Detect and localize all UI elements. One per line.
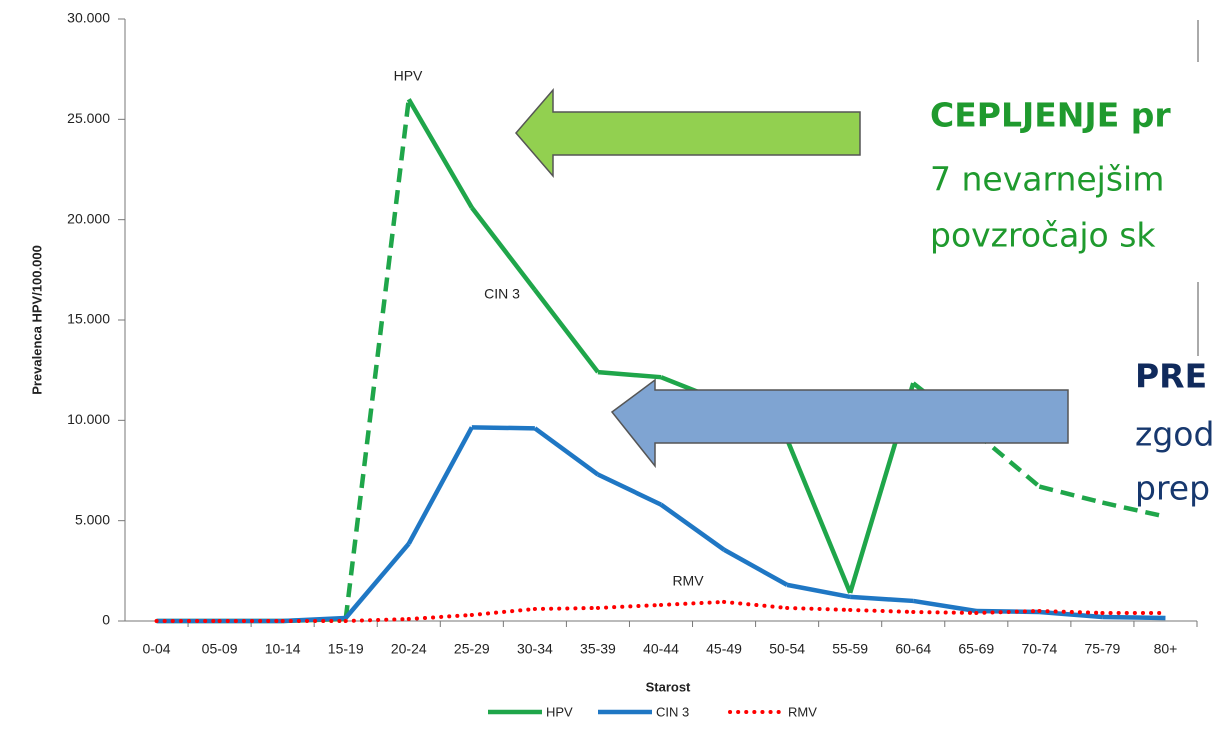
y-tick-label: 5.000 [75,511,110,527]
series-segment [469,606,537,617]
series-segment [470,206,537,292]
series-segment [912,598,977,614]
x-tick-label: 75-79 [1085,641,1121,657]
y-tick-label: 0 [102,612,110,628]
overlay-text: 7 nevarnejšim [930,160,1164,199]
annotation: HPV [394,68,423,84]
legend-label: RMV [788,704,817,719]
blue-arrow [610,378,1069,469]
series-segment [533,288,600,374]
x-tick-label: 0-04 [143,641,171,657]
x-tick-label: 60-64 [895,641,931,657]
x-axis-label: Starost [646,679,691,694]
x-tick-label: 40-44 [643,641,679,657]
series-segment [1038,484,1103,505]
series-segment [850,594,914,604]
series-segment [597,369,662,380]
series-segment [659,502,726,552]
series-segment [1037,608,1105,615]
series-segment [343,542,411,620]
series-segment [848,607,916,614]
series-segment [406,98,474,209]
overlay-text: CEPLJENJE pr [930,96,1171,135]
x-tick-label: 30-34 [517,641,553,657]
x-tick-label: 55-59 [832,641,868,657]
y-tick-label: 15.000 [67,311,110,327]
x-tick-label: 70-74 [1021,641,1057,657]
y-tick-label: 10.000 [67,411,110,427]
x-tick-label: 10-14 [265,641,301,657]
series-segment [785,438,853,594]
x-tick-label: 50-54 [769,641,805,657]
annotation: RMV [672,573,704,589]
series-segment [1102,614,1166,621]
y-tick-label: 30.000 [67,10,110,26]
legend-label: CIN 3 [656,704,689,719]
series-segment [659,599,727,607]
series-segment [533,426,600,477]
green-arrow [515,87,861,179]
series-segment [911,609,979,615]
series-segment [406,612,474,621]
x-tick-label: 45-49 [706,641,742,657]
series-segment [974,608,1042,615]
overlay-text: PRE [1135,357,1207,396]
series-segment [471,425,535,431]
series-segment [1039,609,1103,620]
x-tick-label: 65-69 [958,641,994,657]
series-segment [785,605,853,612]
y-tick-label: 20.000 [67,210,110,226]
y-axis-label: Prevalenca HPV/100.000 [29,245,44,395]
x-tick-label: 15-19 [328,641,364,657]
series-segment [722,547,789,587]
x-tick-label: 35-39 [580,641,616,657]
series-segment [343,616,411,623]
x-tick-label: 05-09 [202,641,238,657]
x-tick-label: 20-24 [391,641,427,657]
x-tick-label: 80+ [1154,641,1178,657]
series-segment [722,599,790,610]
series-segment [786,582,851,600]
overlay-text: zgod [1135,415,1214,454]
overlay-text: prep [1135,469,1210,508]
series-segment [596,472,662,507]
annotation: CIN 3 [484,286,520,302]
y-tick-label: 25.000 [67,110,110,126]
overlay-text: povzročajo sk [930,216,1156,255]
series-segment [595,602,663,610]
series-segment [1101,500,1166,519]
legend-label: HPV [546,704,573,719]
series-segment [406,426,474,545]
series-segment [532,605,600,611]
series-segment [343,98,411,620]
x-tick-label: 25-29 [454,641,490,657]
